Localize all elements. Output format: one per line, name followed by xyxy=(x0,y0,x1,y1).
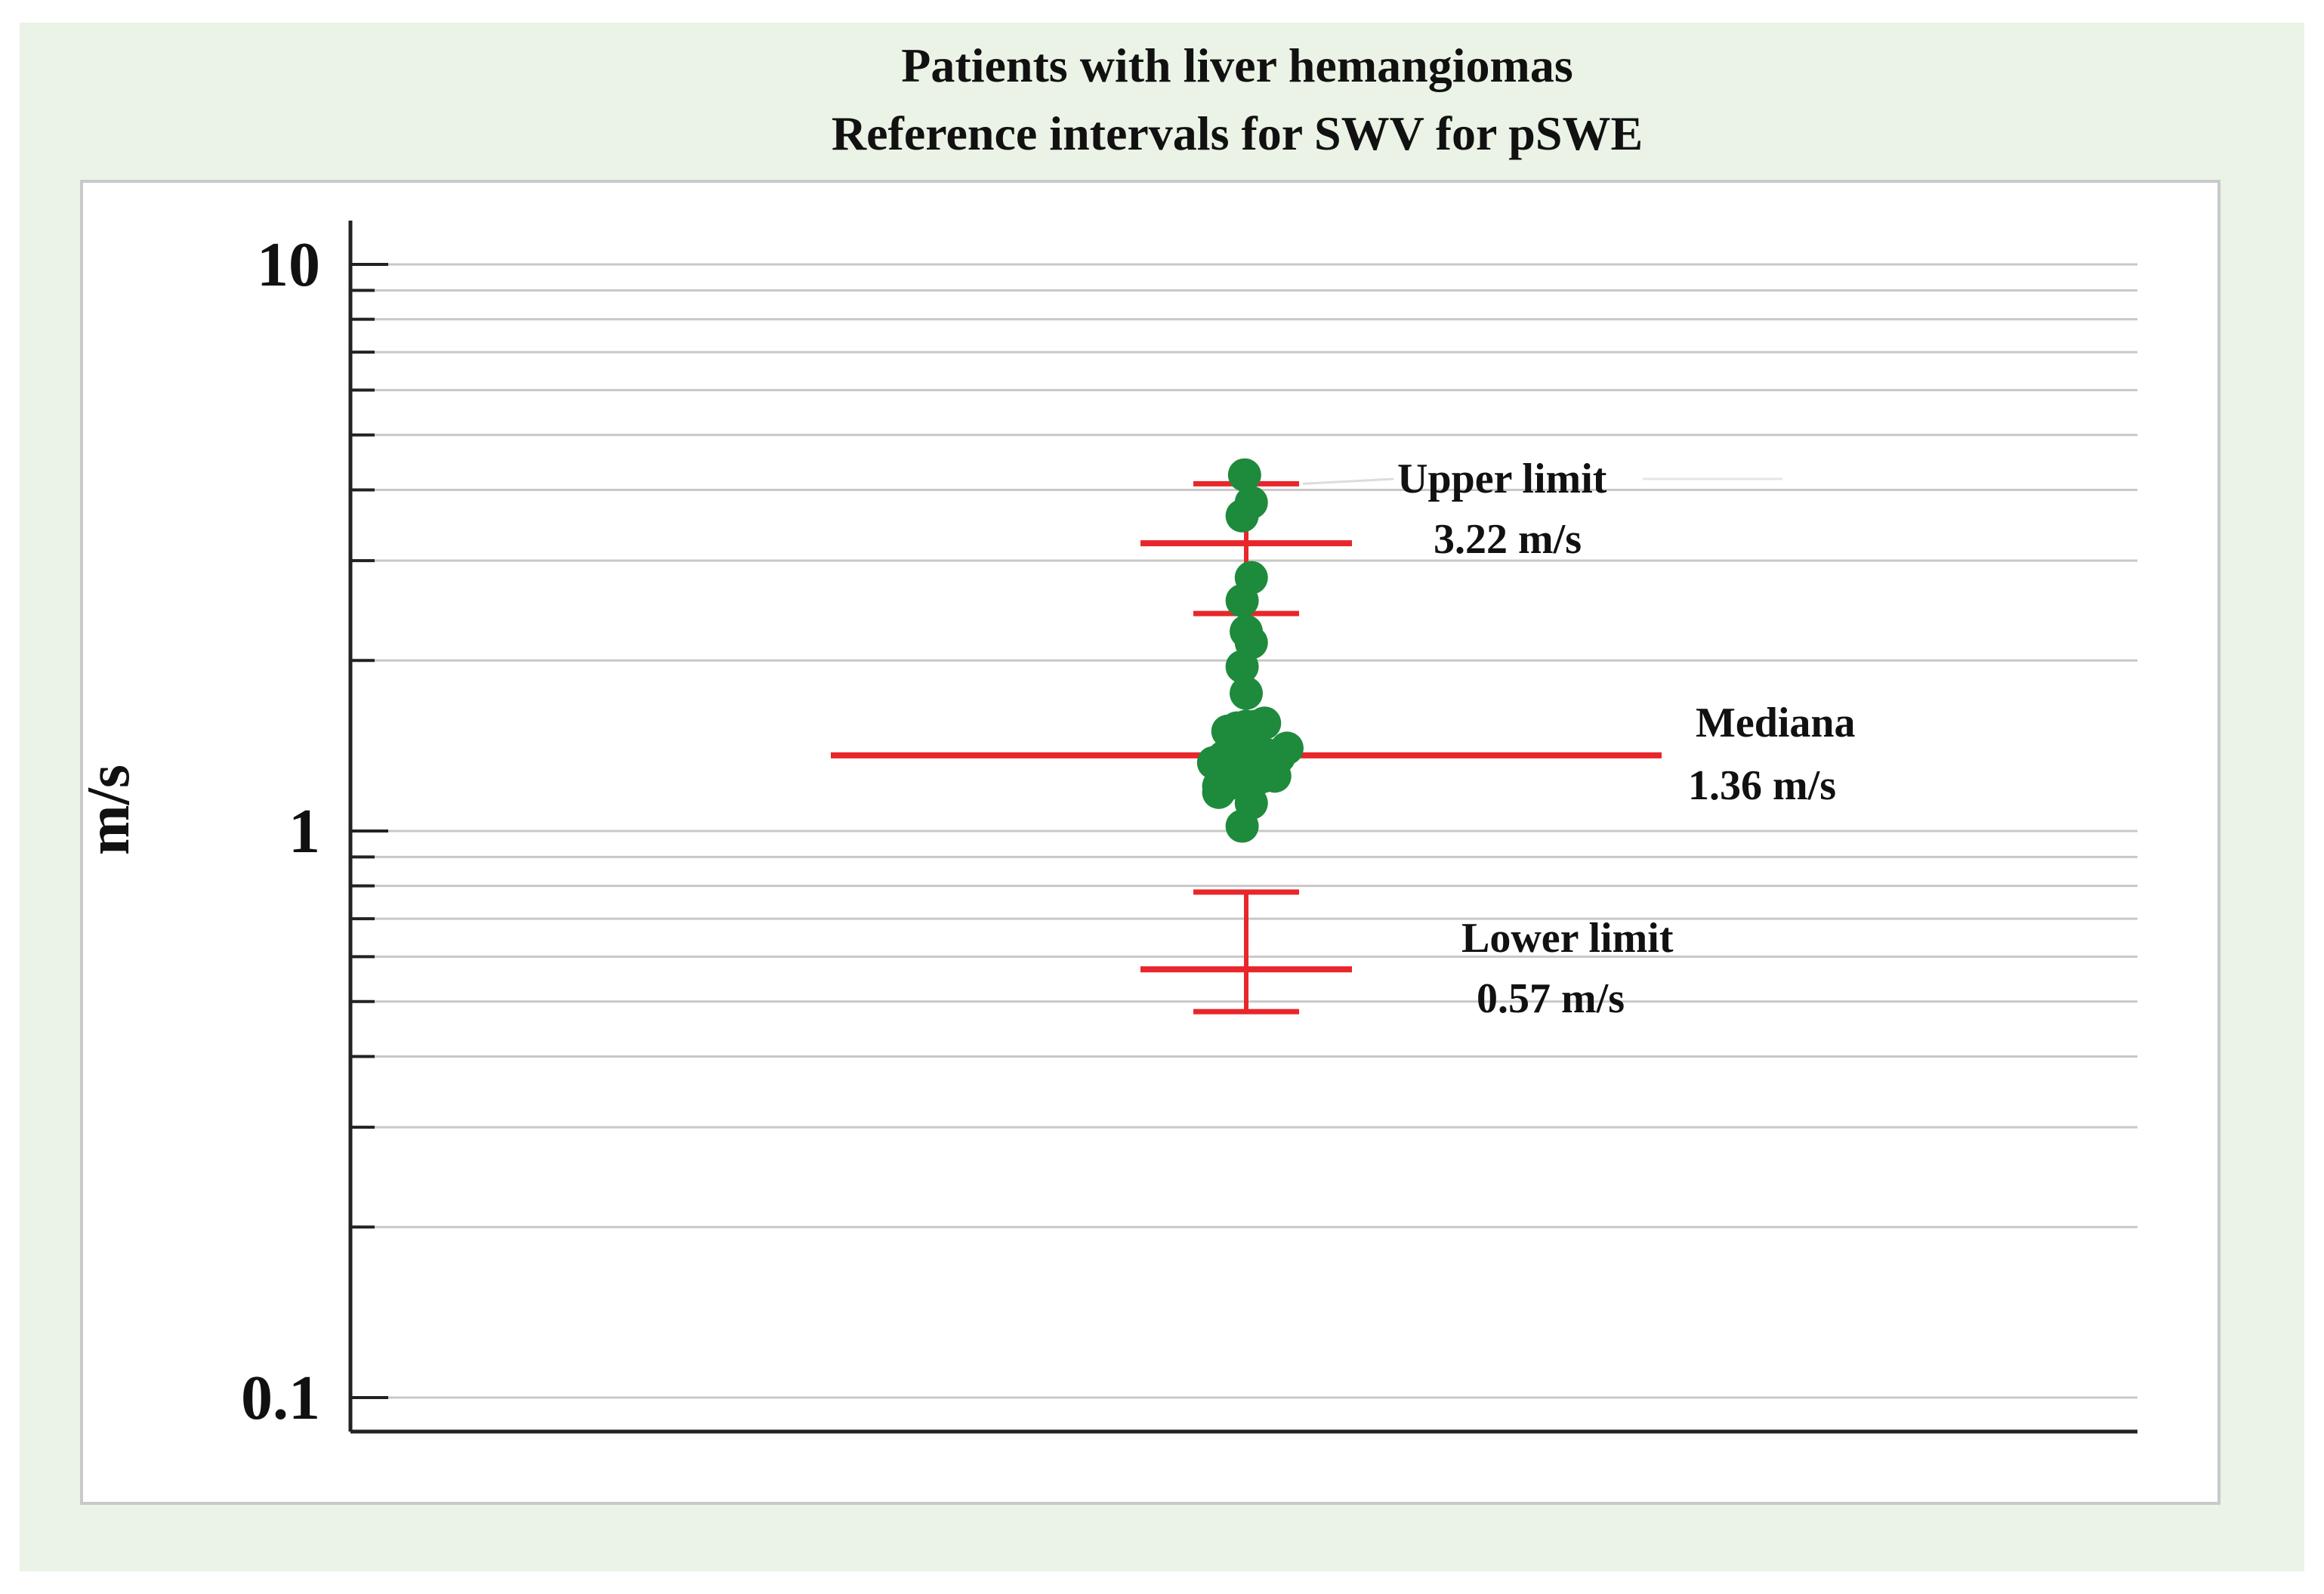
data-points xyxy=(1196,458,1304,843)
median-value: 1.36 m/s xyxy=(1688,762,1836,809)
plot-frame xyxy=(80,180,2221,1505)
data-point xyxy=(1258,759,1292,793)
annotations: Upper limit 3.22 m/s Mediana 1.36 m/s Lo… xyxy=(1302,456,1856,1022)
y-axis-label: m/s xyxy=(76,765,142,855)
data-point xyxy=(1225,809,1259,843)
median-label: Mediana xyxy=(1696,700,1856,746)
data-point xyxy=(1227,458,1261,492)
annotation-connector xyxy=(1302,477,1394,485)
lower-limit-label: Lower limit xyxy=(1461,915,1674,962)
data-point xyxy=(1248,706,1282,740)
axes xyxy=(348,221,2137,1434)
upper-limit-value: 3.22 m/s xyxy=(1434,516,1582,563)
lower-limit-value: 0.57 m/s xyxy=(1477,975,1625,1022)
data-point xyxy=(1225,584,1259,618)
data-point xyxy=(1202,775,1236,809)
data-point xyxy=(1225,650,1259,684)
y-ticks: 0.1 1 10 xyxy=(241,230,388,1433)
data-point xyxy=(1270,731,1304,765)
y-tick-label: 1 xyxy=(289,796,320,867)
y-tick-label: 10 xyxy=(257,230,320,300)
y-tick-label: 0.1 xyxy=(241,1363,320,1433)
chart-subtitle: Reference intervals for SWV for pSWE xyxy=(832,107,1643,160)
data-point xyxy=(1230,676,1263,710)
data-point xyxy=(1234,486,1268,520)
chart-title: Patients with liver hemangiomas xyxy=(901,39,1572,92)
upper-limit-label: Upper limit xyxy=(1397,456,1607,502)
